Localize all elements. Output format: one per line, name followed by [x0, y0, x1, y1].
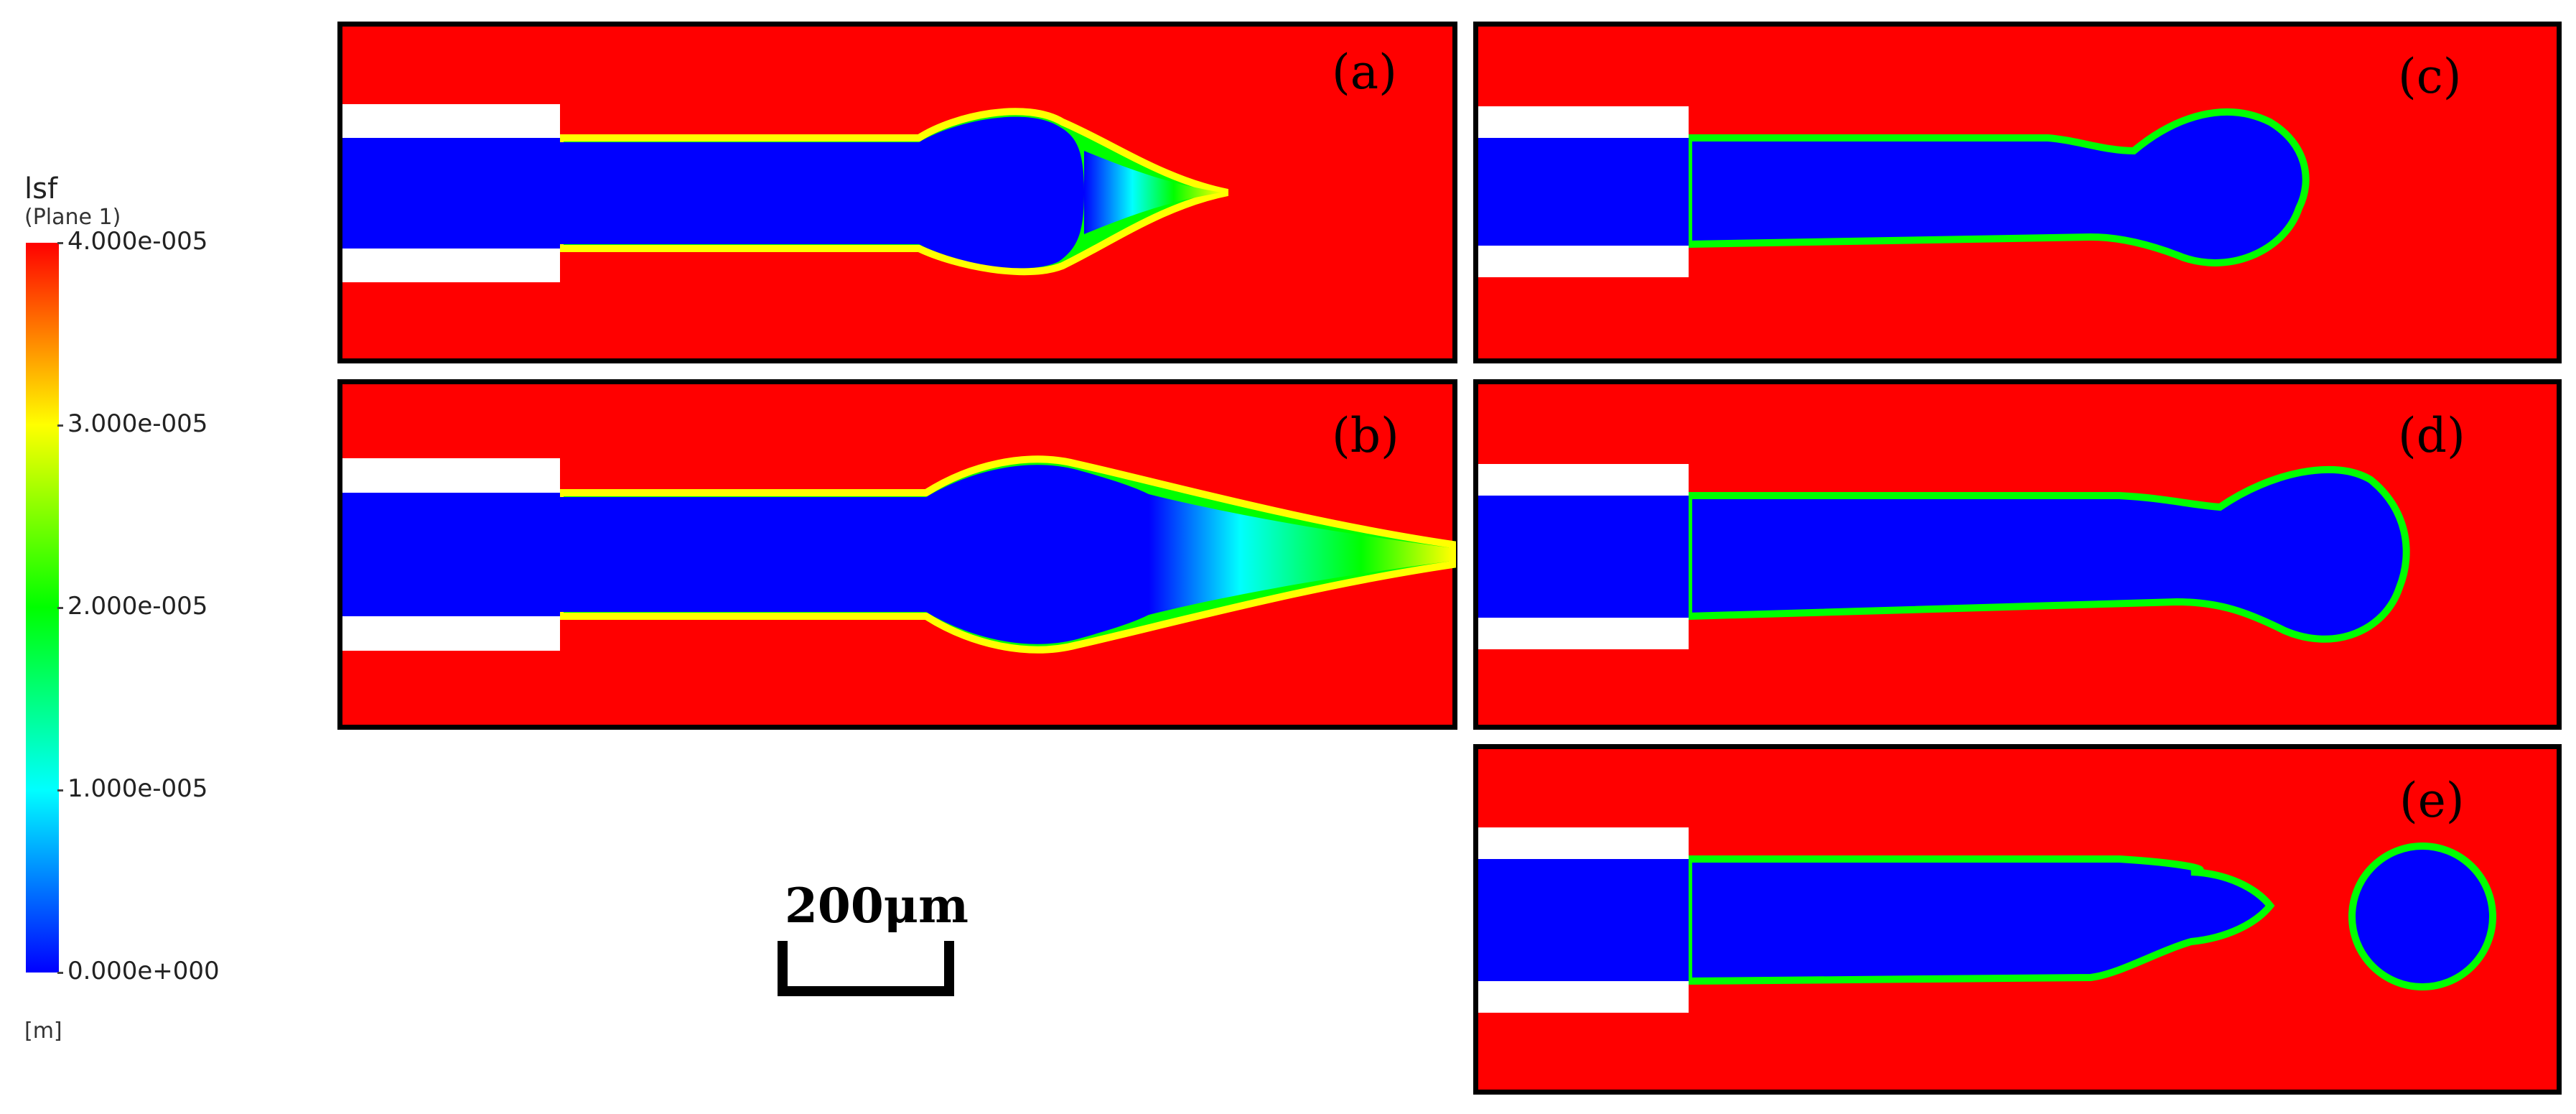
scale-bar [778, 941, 954, 996]
panel-b: (b) [337, 379, 1457, 730]
colorbar-tick [57, 607, 63, 609]
colorbar-tick [57, 972, 63, 974]
colorbar-tick-label: 0.000e+000 [67, 957, 220, 985]
colorbar-tick [57, 424, 63, 427]
colorbar-tick [57, 789, 63, 792]
panel-label-a: (a) [1332, 45, 1397, 100]
panel-d: (d) [1473, 379, 2562, 730]
scale-bar-label: 200μm [785, 878, 969, 934]
panel-label-b: (b) [1332, 408, 1399, 463]
panel-c: (c) [1473, 22, 2562, 363]
colorbar-tick [57, 242, 63, 244]
panel-label-c: (c) [2398, 49, 2462, 104]
colorbar-tick-label: 2.000e-005 [67, 592, 208, 621]
panel-label-d: (d) [2398, 408, 2465, 463]
colorbar-subtitle: (Plane 1) [24, 205, 121, 230]
colorbar-title: lsf [24, 172, 58, 205]
panel-e: (e) [1473, 744, 2562, 1095]
panel-label-e: (e) [2399, 773, 2465, 828]
colorbar [26, 243, 59, 973]
colorbar-tick-label: 3.000e-005 [67, 409, 208, 438]
colorbar-tick-label: 4.000e-005 [67, 227, 208, 256]
colorbar-unit: [m] [24, 1018, 62, 1044]
colorbar-tick-label: 1.000e-005 [67, 774, 208, 803]
panel-a: (a) [337, 22, 1457, 363]
